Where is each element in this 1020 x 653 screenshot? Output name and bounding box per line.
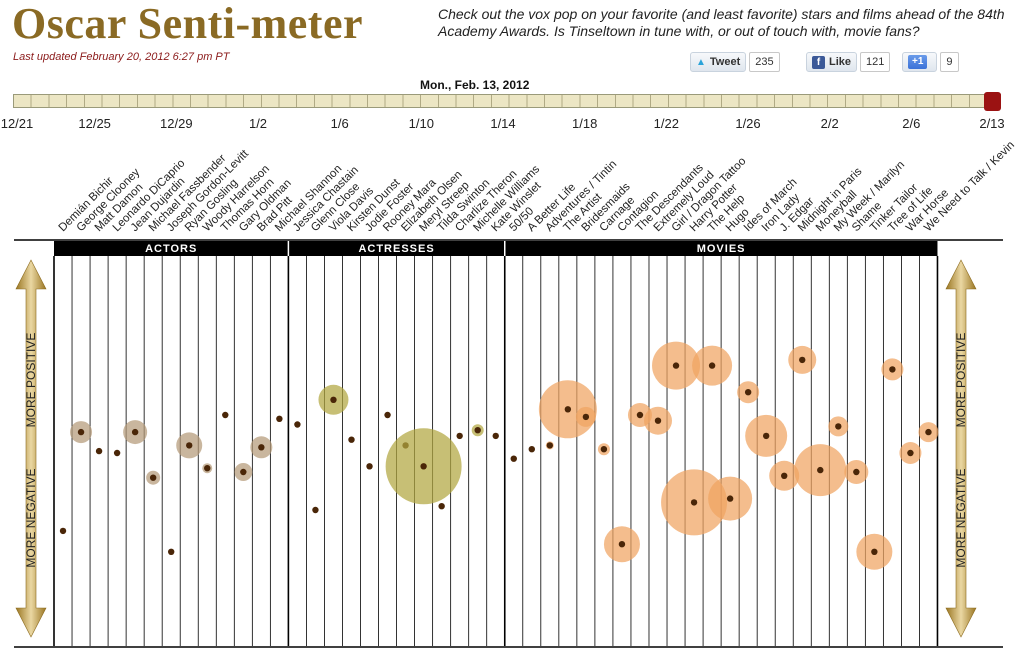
- sentiment-dot[interactable]: [582, 413, 590, 421]
- tweet-widget: ▲ Tweet 235: [690, 52, 780, 72]
- sentiment-dot[interactable]: [762, 432, 770, 440]
- sentiment-dot[interactable]: [330, 396, 337, 403]
- sentiment-dot[interactable]: [204, 465, 211, 472]
- sentiment-dot[interactable]: [636, 411, 644, 419]
- sentiment-dot[interactable]: [366, 463, 373, 470]
- timeline-tick-label: 2/2: [820, 116, 839, 131]
- google-plus-icon: +1: [908, 55, 928, 69]
- timeline-tick-label: 12/29: [160, 116, 193, 131]
- timeline-tick-label: 2/13: [979, 116, 1005, 131]
- section-label: MOVIES: [697, 243, 746, 255]
- tweet-label: Tweet: [709, 56, 741, 68]
- timeline-current-date: Mon., Feb. 13, 2012: [420, 78, 530, 92]
- sentiment-dot[interactable]: [59, 527, 67, 535]
- sentiment-dot[interactable]: [925, 428, 932, 436]
- sentiment-dot[interactable]: [131, 428, 139, 436]
- section-label: ACTRESSES: [358, 243, 434, 255]
- twitter-bird-icon: ▲: [696, 56, 706, 68]
- sentiment-dot[interactable]: [907, 449, 914, 457]
- sentiment-dot[interactable]: [222, 411, 229, 419]
- sentiment-dot[interactable]: [600, 446, 608, 453]
- sentiment-dot[interactable]: [240, 468, 247, 476]
- axis-arrow-shape: [945, 259, 977, 638]
- sentiment-dot[interactable]: [149, 474, 157, 481]
- left-sentiment-arrow: MORE POSITIVE MORE NEGATIVE: [15, 259, 47, 638]
- timeline-tick-label: 1/22: [653, 116, 679, 131]
- sentiment-dot[interactable]: [799, 356, 806, 364]
- section-header-bar: [288, 241, 505, 256]
- timeline-tick-label: 2/6: [902, 116, 921, 131]
- sentiment-dot[interactable]: [817, 466, 824, 474]
- sentiment-dot[interactable]: [276, 415, 283, 422]
- timeline-tick-label: 1/18: [572, 116, 598, 131]
- plusone-widget: +1 9: [902, 52, 959, 72]
- like-label: Like: [829, 56, 852, 68]
- sentiment-dot[interactable]: [726, 495, 734, 502]
- timeline-slider-handle[interactable]: [984, 92, 1001, 111]
- sentiment-dot[interactable]: [871, 548, 878, 555]
- right-sentiment-arrow: MORE POSITIVE MORE NEGATIVE: [945, 259, 977, 638]
- timeline-tick-label: 1/14: [490, 116, 516, 131]
- like-widget: f Like 121: [806, 52, 891, 72]
- sentiment-dot[interactable]: [781, 472, 788, 479]
- category-label[interactable]: We Need to Talk / Kevin: [922, 139, 1017, 234]
- timeline-tick-label: 1/6: [330, 116, 349, 131]
- y-axis-top-label: MORE POSITIVE: [24, 333, 38, 428]
- section-header-bar: [504, 241, 938, 256]
- sentiment-dot[interactable]: [690, 499, 698, 506]
- sentiment-dot[interactable]: [618, 541, 626, 548]
- sentiment-dot[interactable]: [853, 468, 860, 476]
- like-button[interactable]: f Like: [806, 52, 858, 72]
- sentiment-dot[interactable]: [835, 423, 842, 430]
- timeline-slider-track[interactable]: [13, 94, 1001, 108]
- last-updated: Last updated February 20, 2012 6:27 pm P…: [13, 51, 230, 63]
- plusone-button[interactable]: +1: [902, 52, 938, 72]
- sentiment-dot[interactable]: [186, 442, 193, 449]
- sentiment-dot[interactable]: [312, 506, 319, 514]
- sentiment-dot[interactable]: [420, 463, 427, 470]
- sentiment-dot[interactable]: [474, 427, 481, 434]
- sentiment-dot[interactable]: [672, 362, 680, 369]
- axis-arrow-shape: [15, 259, 47, 638]
- plusone-count: 9: [940, 52, 959, 72]
- y-axis-bottom-label: MORE NEGATIVE: [954, 468, 968, 567]
- sentiment-dot[interactable]: [113, 449, 121, 457]
- timeline-tick-label: 12/21: [0, 116, 34, 131]
- sentiment-dot[interactable]: [546, 442, 554, 449]
- sentiment-dot[interactable]: [564, 406, 572, 413]
- timeline-tick-label: 1/2: [248, 116, 268, 131]
- like-count: 121: [860, 52, 891, 72]
- sentiment-dot[interactable]: [528, 446, 535, 453]
- facebook-icon: f: [812, 55, 825, 69]
- sentiment-dot[interactable]: [258, 444, 265, 451]
- intro-text: Check out the vox pop on your favorite (…: [438, 6, 1005, 39]
- sentiment-dot[interactable]: [384, 411, 391, 419]
- sentiment-dot[interactable]: [889, 366, 896, 373]
- sentiment-dot[interactable]: [77, 428, 85, 436]
- sentiment-dot[interactable]: [492, 432, 499, 440]
- tweet-count: 235: [749, 52, 780, 72]
- tweet-button[interactable]: ▲ Tweet: [690, 52, 747, 72]
- section-label: ACTORS: [145, 243, 197, 255]
- timeline-tick-label: 1/26: [735, 116, 761, 131]
- sentiment-dot[interactable]: [510, 455, 517, 462]
- sentiment-dot[interactable]: [654, 417, 662, 424]
- section-header-bar: [54, 241, 289, 256]
- page-title: Oscar Senti-meter: [12, 0, 364, 48]
- sentiment-dot[interactable]: [95, 447, 103, 455]
- sentiment-dot[interactable]: [167, 548, 175, 555]
- timeline-tick-label: 12/25: [78, 116, 111, 131]
- sentiment-dot[interactable]: [456, 432, 463, 440]
- sentiment-dot[interactable]: [294, 421, 301, 428]
- y-axis-top-label: MORE POSITIVE: [954, 333, 968, 428]
- sentiment-dot[interactable]: [438, 503, 445, 510]
- sentiment-dot[interactable]: [744, 389, 752, 396]
- sentiment-dot[interactable]: [708, 362, 716, 369]
- y-axis-bottom-label: MORE NEGATIVE: [24, 468, 38, 567]
- timeline-tick-label: 1/10: [408, 116, 434, 131]
- sentiment-dot[interactable]: [348, 436, 355, 443]
